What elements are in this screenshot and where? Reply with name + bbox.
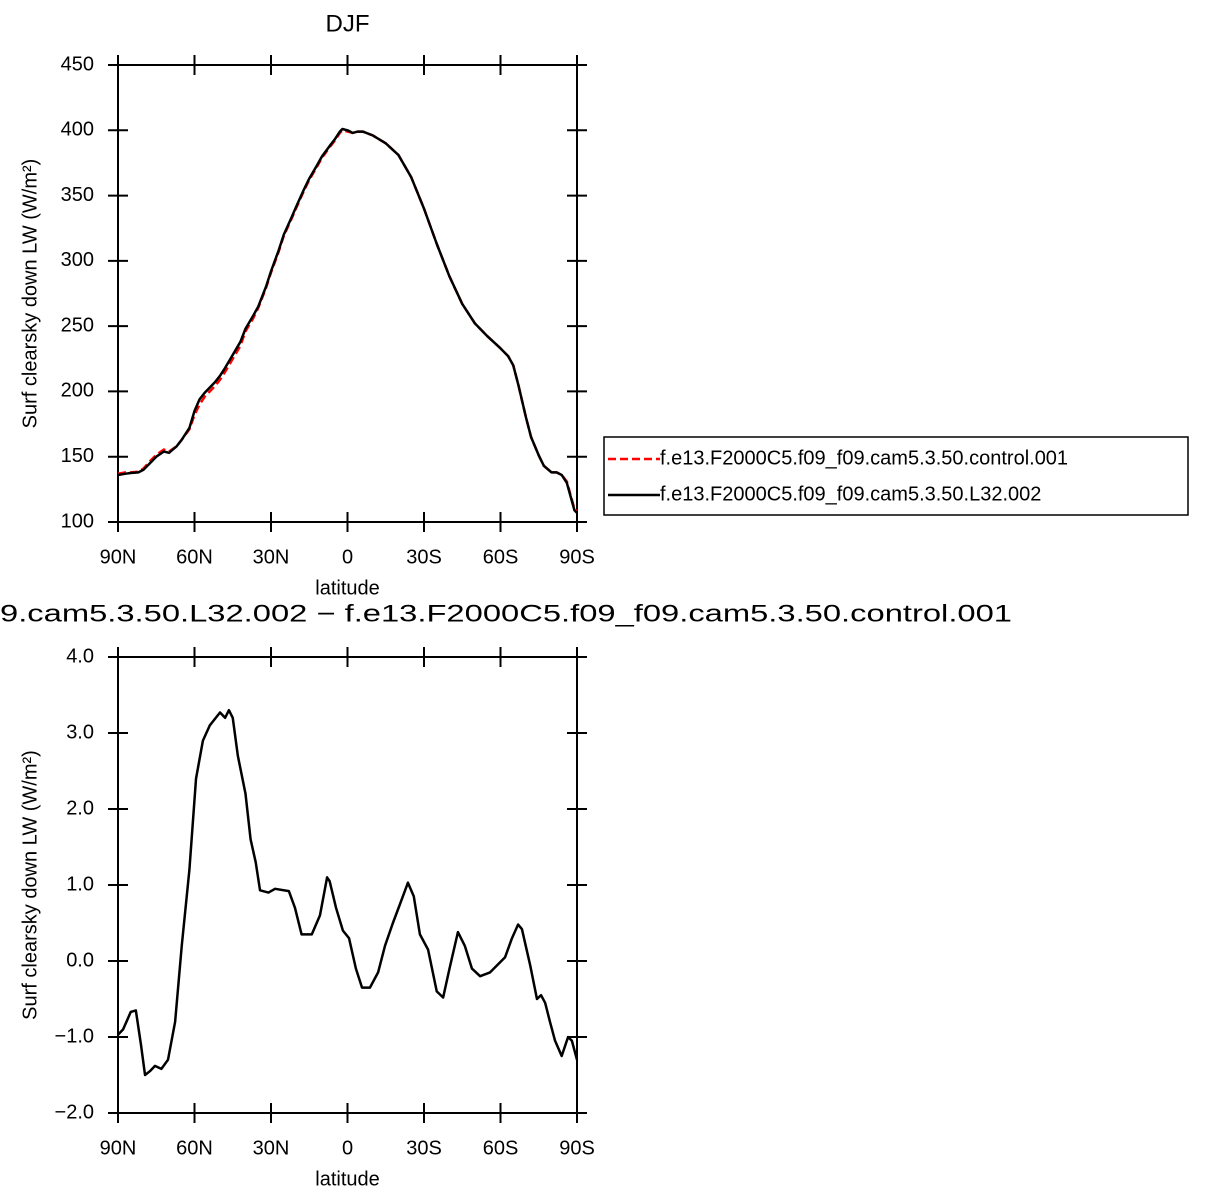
y-tick-label: −2.0 <box>55 1101 94 1123</box>
x-tick-label: 30N <box>253 1137 290 1159</box>
chart-title: 9.cam5.3.50.L32.002 − f.e13.F2000C5.f09_… <box>0 600 1012 627</box>
x-tick-label: 0 <box>342 546 353 568</box>
y-tick-label: 0.0 <box>66 949 94 971</box>
x-tick-label: 90S <box>559 1137 595 1159</box>
x-tick-label: 60N <box>176 1137 213 1159</box>
x-axis-label: latitude <box>315 1168 380 1190</box>
legend-label: f.e13.F2000C5.f09_f09.cam5.3.50.L32.002 <box>660 483 1041 505</box>
data-line <box>117 129 578 513</box>
x-tick-label: 90S <box>559 546 595 568</box>
x-tick-label: 30N <box>253 546 290 568</box>
y-tick-label: 200 <box>61 380 94 402</box>
y-tick-label: 100 <box>61 510 94 532</box>
x-tick-label: 60S <box>483 546 519 568</box>
y-tick-label: 150 <box>61 445 94 467</box>
y-tick-label: 350 <box>61 184 94 206</box>
y-axis-label: Surf clearsky down LW (W/m²) <box>19 750 41 1020</box>
x-tick-label: 30S <box>406 546 442 568</box>
x-tick-label: 60S <box>483 1137 519 1159</box>
y-tick-label: 400 <box>61 119 94 141</box>
data-line <box>117 127 578 514</box>
y-tick-label: 450 <box>61 53 94 75</box>
y-tick-label: 1.0 <box>66 873 94 895</box>
x-tick-label: 30S <box>406 1137 442 1159</box>
chart-title: DJF <box>326 10 370 37</box>
y-tick-label: 300 <box>61 249 94 271</box>
data-line <box>117 708 579 1077</box>
x-axis-label: latitude <box>315 577 380 599</box>
legend-label: f.e13.F2000C5.f09_f09.cam5.3.50.control.… <box>660 447 1068 469</box>
y-tick-label: 250 <box>61 314 94 336</box>
x-tick-label: 0 <box>342 1137 353 1159</box>
y-tick-label: 4.0 <box>66 645 94 667</box>
x-tick-label: 60N <box>176 546 213 568</box>
y-axis-label: Surf clearsky down LW (W/m²) <box>19 159 41 429</box>
x-tick-label: 90N <box>100 546 137 568</box>
legend-box <box>603 436 1189 516</box>
y-tick-label: 2.0 <box>66 797 94 819</box>
y-tick-label: −1.0 <box>55 1025 94 1047</box>
plot-frame <box>117 64 578 523</box>
x-tick-label: 90N <box>100 1137 137 1159</box>
y-tick-label: 3.0 <box>66 721 94 743</box>
